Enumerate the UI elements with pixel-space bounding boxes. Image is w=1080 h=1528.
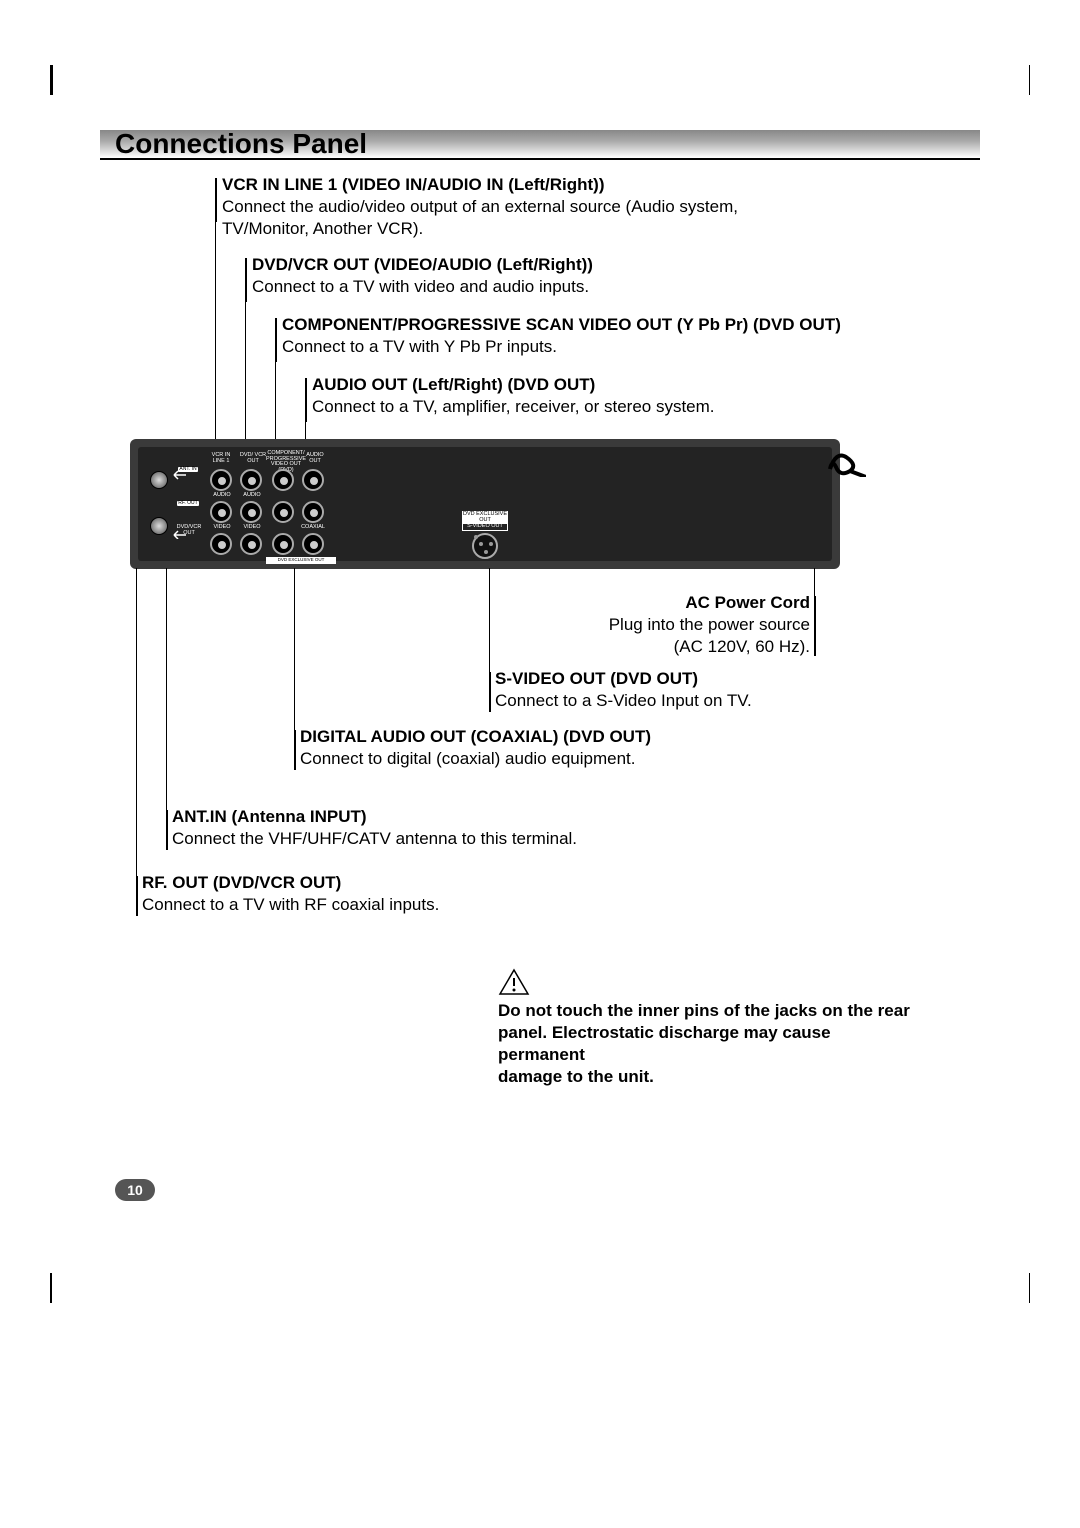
callout-title: RF. OUT (DVD/VCR OUT) (142, 872, 602, 894)
col-label: VCR IN LINE 1 (206, 453, 236, 464)
jack (302, 501, 324, 523)
jack (272, 469, 294, 491)
flow-arrows (172, 469, 208, 539)
callout-title: AUDIO OUT (Left/Right) (DVD OUT) (312, 374, 872, 396)
jack (272, 501, 294, 523)
jack (210, 469, 232, 491)
leader-line (814, 568, 815, 596)
callout-component: COMPONENT/PROGRESSIVE SCAN VIDEO OUT (Y … (282, 314, 882, 358)
callout-bar (489, 672, 491, 712)
callout-title: DVD/VCR OUT (VIDEO/AUDIO (Left/Right)) (252, 254, 812, 276)
callout-title: ANT.IN (Antenna INPUT) (172, 806, 632, 828)
col-label: AUDIO OUT (302, 453, 328, 464)
crop-mark (1000, 65, 1030, 95)
leader-line (166, 568, 167, 810)
callout-antin: ANT.IN (Antenna INPUT) Connect the VHF/U… (172, 806, 632, 850)
coax-ant-in (150, 471, 168, 489)
callout-body: Connect the audio/video output of an ext… (222, 196, 782, 218)
callout-body: TV/Monitor, Another VCR). (222, 218, 782, 240)
leader-line (489, 568, 490, 672)
jack (210, 501, 232, 523)
jack (302, 469, 324, 491)
rear-panel-illustration: ANT. IN RF. OUT DVD/VCR OUT VCR IN LINE … (130, 439, 840, 569)
callout-bar (136, 876, 138, 916)
svideo-jack (472, 533, 498, 559)
callout-body: Connect to a TV with Y Pb Pr inputs. (282, 336, 882, 358)
power-cord (826, 447, 866, 477)
callout-body: Plug into the power source (550, 614, 810, 636)
page-number: 10 (115, 1179, 155, 1201)
leader-line (294, 568, 295, 730)
row-label: AUDIO (240, 493, 264, 499)
panel-face: ANT. IN RF. OUT DVD/VCR OUT VCR IN LINE … (138, 447, 832, 561)
callout-body: Connect to a TV, amplifier, receiver, or… (312, 396, 872, 418)
jack (210, 533, 232, 555)
warning-icon (498, 968, 530, 996)
callout-body: Connect to a TV with RF coaxial inputs. (142, 894, 602, 916)
callout-title: DIGITAL AUDIO OUT (COAXIAL) (DVD OUT) (300, 726, 760, 748)
page-title: Connections Panel (115, 128, 367, 160)
row-label: COAXIAL (298, 525, 328, 531)
callout-title: AC Power Cord (550, 592, 810, 614)
crop-mark (50, 65, 80, 95)
callout-dvdvcr-out: DVD/VCR OUT (VIDEO/AUDIO (Left/Right)) C… (252, 254, 812, 298)
callout-digital: DIGITAL AUDIO OUT (COAXIAL) (DVD OUT) Co… (300, 726, 760, 770)
leader-line (215, 222, 216, 452)
callout-body: (AC 120V, 60 Hz). (550, 636, 810, 658)
row-label: AUDIO (210, 493, 234, 499)
label-dvd-exclusive: DVD EXCLUSIVE OUT (266, 557, 336, 564)
callout-body: Connect to a TV with video and audio inp… (252, 276, 812, 298)
row-label: VIDEO (210, 525, 234, 531)
callout-bar (166, 810, 168, 850)
jack (240, 533, 262, 555)
callout-bar (294, 730, 296, 770)
callout-bar (305, 378, 307, 422)
warning-text: Do not touch the inner pins of the jacks… (498, 1000, 918, 1088)
leader-line (245, 302, 246, 452)
crop-mark (50, 1273, 80, 1303)
jack (272, 533, 294, 555)
callout-title: S-VIDEO OUT (DVD OUT) (495, 668, 855, 690)
callout-rfout: RF. OUT (DVD/VCR OUT) Connect to a TV wi… (142, 872, 602, 916)
callout-title: COMPONENT/PROGRESSIVE SCAN VIDEO OUT (Y … (282, 314, 882, 336)
label-svideo-out: S-VIDEO OUT (462, 523, 508, 531)
jack (302, 533, 324, 555)
callout-vcr-in: VCR IN LINE 1 (VIDEO IN/AUDIO IN (Left/R… (222, 174, 782, 240)
callout-svideo: S-VIDEO OUT (DVD OUT) Connect to a S-Vid… (495, 668, 855, 712)
callout-bar (814, 596, 816, 656)
warning-line: damage to the unit. (498, 1066, 918, 1088)
row-label: VIDEO (240, 525, 264, 531)
callout-bar (275, 318, 277, 362)
jack (240, 469, 262, 491)
callout-title: VCR IN LINE 1 (VIDEO IN/AUDIO IN (Left/R… (222, 174, 782, 196)
leader-line (136, 568, 137, 876)
callout-body: Connect to digital (coaxial) audio equip… (300, 748, 760, 770)
warning-line: Do not touch the inner pins of the jacks… (498, 1000, 918, 1022)
callout-body: Connect the VHF/UHF/CATV antenna to this… (172, 828, 632, 850)
coax-rf-out (150, 517, 168, 535)
warning-line: panel. Electrostatic discharge may cause… (498, 1022, 918, 1066)
callout-ac: AC Power Cord Plug into the power source… (550, 592, 810, 658)
callout-bar (245, 258, 247, 302)
callout-body: Connect to a S-Video Input on TV. (495, 690, 855, 712)
crop-mark (1000, 1273, 1030, 1303)
col-label: DVD/ VCR OUT (238, 453, 268, 464)
callout-audio-out: AUDIO OUT (Left/Right) (DVD OUT) Connect… (312, 374, 872, 418)
jack (240, 501, 262, 523)
callout-bar (215, 178, 217, 222)
